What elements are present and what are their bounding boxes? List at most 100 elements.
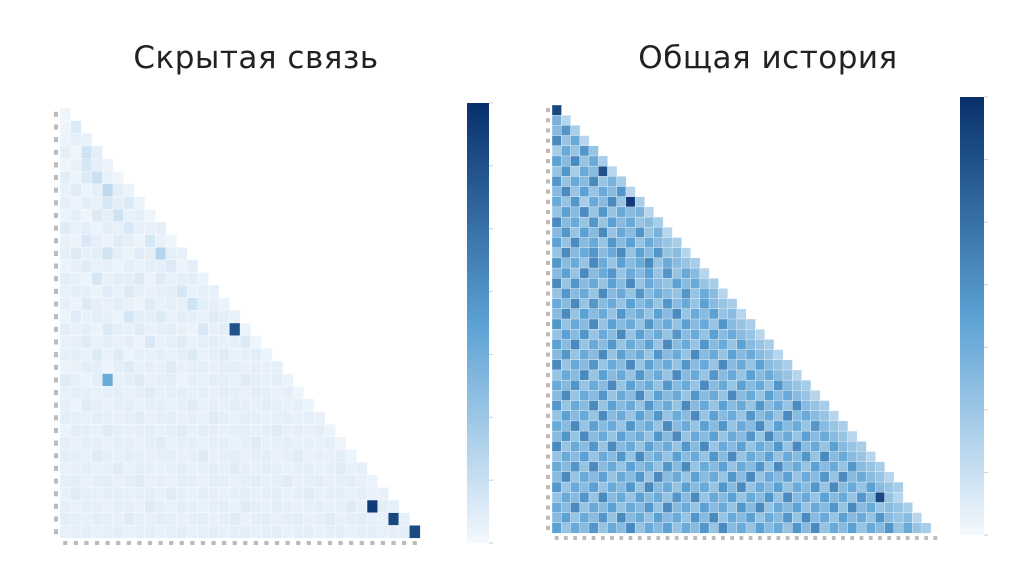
heatmap-cell — [838, 441, 849, 452]
heatmap-cell — [59, 360, 72, 375]
heatmap-cell — [801, 430, 812, 442]
heatmap-cell — [662, 379, 673, 391]
row-tick — [546, 434, 550, 439]
heatmap-cell — [736, 471, 747, 483]
heatmap-cell — [229, 322, 241, 337]
heatmap-cell — [91, 411, 103, 425]
heatmap-cell — [229, 499, 241, 514]
heatmap-cell — [250, 512, 262, 526]
row-tick — [54, 149, 58, 155]
heatmap-cell — [155, 398, 167, 413]
heatmap-cell — [644, 379, 655, 391]
heatmap-cell — [59, 499, 72, 514]
heatmap-cell — [828, 430, 839, 442]
heatmap-cell — [588, 522, 599, 534]
heatmap-cell — [123, 322, 135, 337]
heatmap-cell — [828, 410, 839, 422]
right-panel: Общая история — [512, 0, 1024, 574]
heatmap-cell — [598, 369, 608, 381]
heatmap-cell — [699, 390, 710, 401]
heatmap-cell — [91, 449, 103, 463]
heatmap-cell — [828, 512, 839, 524]
heatmap-cell — [208, 449, 220, 463]
heatmap-cell — [634, 502, 645, 514]
heatmap-cell — [261, 386, 273, 400]
column-tick — [338, 541, 343, 545]
heatmap-cell — [644, 318, 655, 330]
heatmap-cell — [144, 525, 156, 539]
heatmap-cell — [551, 237, 562, 249]
heatmap-cell — [186, 272, 199, 286]
heatmap-cell — [91, 145, 103, 160]
heatmap-cell — [588, 390, 599, 401]
heatmap-cell — [551, 267, 562, 279]
heatmap-cell — [570, 247, 581, 259]
heatmap-cell — [607, 247, 618, 259]
heatmap-cell — [856, 451, 867, 463]
colorbar — [467, 103, 489, 543]
heatmap-cell — [653, 257, 664, 269]
heatmap-cell — [828, 492, 839, 503]
heatmap-cell — [708, 339, 719, 351]
heatmap-cell — [579, 430, 590, 442]
heatmap-cell — [598, 216, 608, 228]
heatmap-cell — [856, 522, 867, 534]
heatmap-cell — [70, 145, 82, 160]
heatmap-cell — [588, 481, 599, 493]
column-tick — [684, 536, 688, 540]
heatmap-cell — [70, 133, 82, 147]
heatmap-cell — [662, 298, 673, 310]
heatmap-cell — [91, 348, 103, 362]
heatmap-cell — [70, 424, 82, 438]
heatmap-cell — [59, 120, 72, 134]
row-tick — [546, 250, 550, 255]
heatmap-cell — [303, 436, 315, 450]
heatmap-cell — [745, 349, 756, 361]
heatmap-cell — [388, 499, 400, 514]
row-tick — [546, 383, 550, 388]
heatmap-cell — [112, 398, 125, 413]
heatmap-cell — [239, 386, 252, 400]
heatmap-cell — [144, 436, 156, 450]
heatmap-cell — [155, 373, 167, 387]
heatmap-cell — [123, 259, 135, 273]
heatmap-cell — [561, 298, 571, 310]
heatmap-cell — [625, 278, 636, 289]
heatmap-cell — [708, 288, 719, 300]
heatmap-cell — [708, 308, 719, 320]
heatmap-cell — [653, 379, 664, 391]
heatmap-cell — [570, 125, 581, 137]
heatmap-cell — [884, 502, 895, 514]
heatmap-cell — [250, 424, 262, 438]
heatmap-cell — [70, 373, 82, 387]
heatmap-cell — [699, 308, 710, 320]
heatmap-cell — [186, 487, 199, 501]
heatmap-cell — [335, 449, 347, 463]
heatmap-cell — [764, 379, 775, 391]
heatmap-cell — [561, 369, 571, 381]
heatmap-cell — [727, 298, 738, 310]
heatmap-cell — [70, 348, 82, 362]
heatmap-cell — [801, 461, 812, 473]
heatmap-cell — [801, 379, 812, 391]
heatmap-cell — [155, 272, 167, 286]
row-tick — [546, 352, 550, 357]
heatmap-cell — [699, 267, 710, 279]
heatmap-cell — [653, 430, 664, 442]
heatmap-cell — [313, 474, 326, 488]
heatmap-cell — [197, 461, 209, 476]
heatmap-cell — [625, 451, 636, 463]
heatmap-cell — [570, 379, 581, 391]
heatmap-cell — [570, 430, 581, 442]
heatmap-cell — [570, 267, 581, 279]
row-tick — [546, 220, 550, 225]
heatmap-cell — [59, 209, 72, 223]
heatmap-cell — [123, 474, 135, 488]
heatmap-cell — [828, 461, 839, 473]
heatmap-cell — [634, 196, 645, 208]
heatmap-cell — [570, 176, 581, 187]
heatmap-cell — [718, 410, 729, 422]
heatmap-cell — [644, 206, 655, 218]
heatmap-cell — [561, 227, 571, 238]
heatmap-cell — [671, 481, 682, 493]
